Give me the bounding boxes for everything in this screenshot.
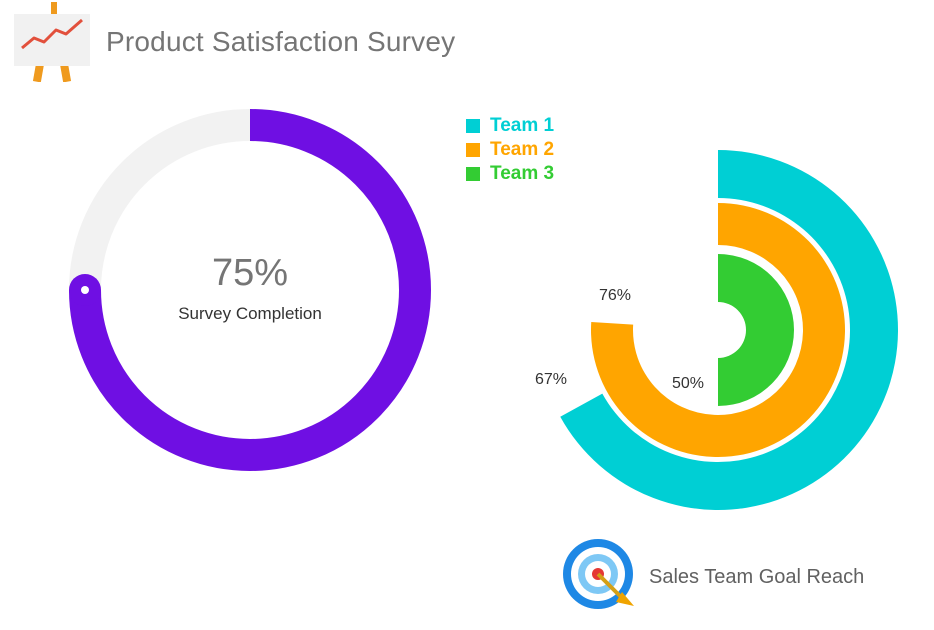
legend-swatch [466, 143, 480, 157]
legend-swatch [466, 167, 480, 181]
data-label-team-2: 76% [599, 287, 631, 304]
legend-item-team-3: Team 3 [466, 162, 554, 186]
chart-legend: Team 1 Team 2 Team 3 [466, 114, 554, 186]
legend-label: Team 1 [490, 115, 555, 136]
radial-bar-team-2 [591, 203, 845, 457]
radial-bar-team-3 [718, 254, 794, 406]
team-goal-radial-chart: 67% 76% 50% [535, 150, 898, 511]
legend-item-team-1: Team 1 [466, 114, 554, 138]
progress-label: Survey Completion [178, 304, 322, 323]
survey-completion-chart [69, 109, 431, 471]
page-title: Product Satisfaction Survey [106, 26, 456, 57]
legend-item-team-2: Team 2 [466, 138, 554, 162]
data-label-team-1: 67% [535, 371, 567, 388]
progress-arc [69, 109, 431, 471]
legend-swatch [466, 119, 480, 133]
presentation-chart-icon [14, 2, 90, 82]
legend-label: Team 2 [490, 139, 555, 160]
data-label-team-3: 50% [672, 375, 704, 392]
progress-value: 75% [211, 252, 289, 294]
page-header: Product Satisfaction Survey [14, 2, 534, 86]
footer-caption-text: Sales Team Goal Reach [649, 566, 865, 588]
legend-label: Team 3 [490, 163, 555, 184]
footer-caption: Sales Team Goal Reach [560, 536, 900, 616]
target-arrow-icon [563, 539, 634, 609]
progress-cap-dot [81, 286, 89, 294]
